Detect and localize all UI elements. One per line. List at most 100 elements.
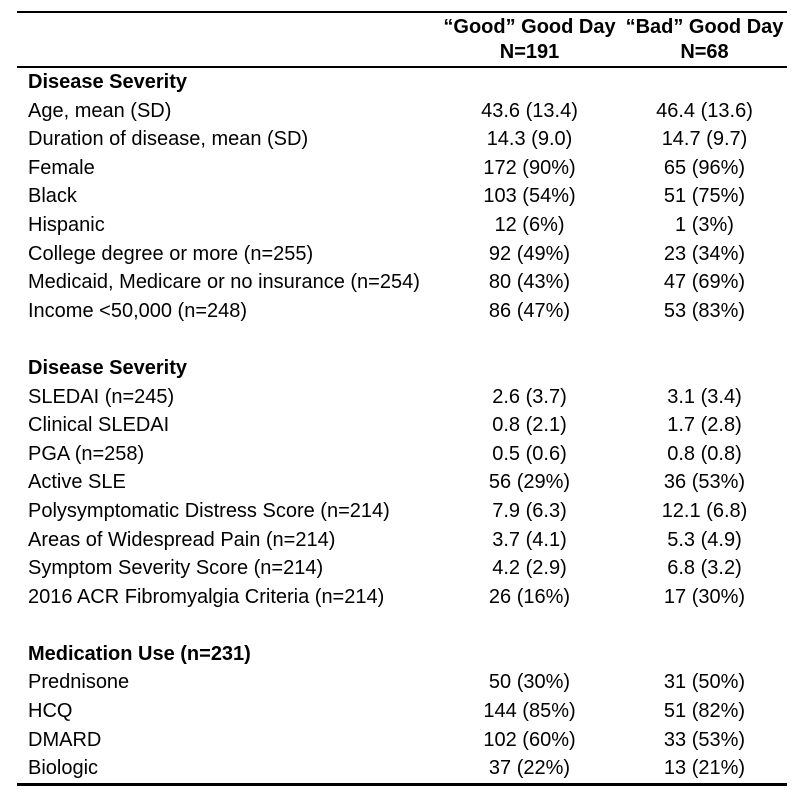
row-label: Hispanic (28, 213, 105, 236)
table-body: Disease Severity Age, mean (SD) 43.6 (13.4… (17, 68, 787, 783)
bad-day-value: 3.1 (3.4) (667, 385, 742, 408)
table-row: Hispanic 12 (6%) 1 (3%) (17, 211, 787, 240)
section-title-row: Disease Severity (17, 68, 787, 97)
good-day-value: 26 (16%) (488, 585, 571, 608)
column-header-good: “Good” Good Day N=191 (437, 15, 622, 65)
row-label: Female (28, 156, 95, 179)
good-day-value: 56 (29%) (488, 471, 571, 494)
section-title-row: Medication Use (n=231) (17, 640, 787, 669)
header-empty-cell (17, 15, 437, 65)
summary-table: “Good” Good Day N=191 “Bad” Good Day N=6… (17, 11, 787, 786)
good-day-value: 0.8 (2.1) (492, 414, 567, 437)
table-row: Duration of disease, mean (SD) 14.3 (9.0)… (17, 125, 787, 154)
bad-day-value: 5.3 (4.9) (667, 528, 742, 551)
section-spacer (17, 611, 787, 640)
empty-cell (622, 68, 787, 97)
row-label: Areas of Widespread Pain (n=214) (28, 528, 336, 551)
bad-day-value: 47 (69%) (663, 271, 746, 294)
column-header-bad-title: “Bad” Good Day (625, 16, 784, 38)
good-day-value: 2.6 (3.7) (492, 385, 567, 408)
good-day-value: 144 (85%) (483, 700, 576, 723)
bad-day-value: 31 (50%) (663, 671, 746, 694)
bad-day-value: 53 (83%) (663, 299, 746, 322)
row-label: DMARD (28, 728, 102, 751)
table-row: Active SLE 56 (29%) 36 (53%) (17, 468, 787, 497)
row-label: Polysymptomatic Distress Score (n=214) (28, 499, 390, 522)
table-row: Biologic 37 (22%) 13 (21%) (17, 754, 787, 783)
table-row: DMARD 102 (60%) 33 (53%) (17, 726, 787, 755)
table-header: “Good” Good Day N=191 “Bad” Good Day N=6… (17, 13, 787, 66)
row-label: Prednisone (28, 671, 130, 694)
good-day-value: 102 (60%) (483, 728, 576, 751)
table-row: Clinical SLEDAI 0.8 (2.1) 1.7 (2.8) (17, 411, 787, 440)
section-title: Medication Use (n=231) (28, 642, 251, 665)
bad-day-value: 13 (21%) (663, 757, 746, 780)
row-label: HCQ (28, 700, 73, 723)
bad-day-value: 23 (34%) (663, 242, 746, 265)
row-label: PGA (n=258) (28, 442, 145, 465)
row-label: Income <50,000 (n=248) (28, 299, 248, 322)
bottom-rule (17, 782, 787, 786)
good-day-value: 86 (47%) (488, 299, 571, 322)
row-label: Age, mean (SD) (28, 99, 172, 122)
bad-day-value: 46.4 (13.6) (656, 99, 753, 122)
good-day-value: 43.6 (13.4) (481, 99, 578, 122)
good-day-value: 4.2 (2.9) (492, 557, 567, 580)
empty-cell (437, 354, 622, 383)
table-row: PGA (n=258) 0.5 (0.6) 0.8 (0.8) (17, 440, 787, 469)
row-label: Biologic (28, 757, 99, 780)
table-row: Prednisone 50 (30%) 31 (50%) (17, 668, 787, 697)
good-day-value: 3.7 (4.1) (492, 528, 567, 551)
column-header-bad: “Bad” Good Day N=68 (622, 15, 787, 65)
row-label: SLEDAI (n=245) (28, 385, 175, 408)
section-spacer (17, 325, 787, 354)
bad-day-value: 51 (75%) (663, 185, 746, 208)
table-row: Symptom Severity Score (n=214) 4.2 (2.9) 6… (17, 554, 787, 583)
row-label: Active SLE (28, 471, 126, 494)
bad-day-value: 1 (3%) (675, 213, 734, 236)
table-row: Medicaid, Medicare or no insurance (n=25… (17, 268, 787, 297)
table-row: Black 103 (54%) 51 (75%) (17, 182, 787, 211)
bad-day-value: 1.7 (2.8) (667, 414, 742, 437)
row-label: Duration of disease, mean (SD) (28, 128, 309, 151)
empty-cell (622, 354, 787, 383)
good-day-value: 14.3 (9.0) (486, 128, 573, 151)
table-row: SLEDAI (n=245) 2.6 (3.7) 3.1 (3.4) (17, 383, 787, 412)
bad-day-value: 65 (96%) (663, 156, 746, 179)
good-day-value: 50 (30%) (488, 671, 571, 694)
empty-cell (437, 640, 622, 669)
row-label: 2016 ACR Fibromyalgia Criteria (n=214) (28, 585, 385, 608)
good-day-value: 7.9 (6.3) (492, 499, 567, 522)
good-day-value: 80 (43%) (488, 271, 571, 294)
empty-cell (437, 68, 622, 97)
header-rule (17, 66, 787, 68)
row-label: Symptom Severity Score (n=214) (28, 557, 324, 580)
table-row: Age, mean (SD) 43.6 (13.4) 46.4 (13.6) (17, 97, 787, 126)
table-row: HCQ 144 (85%) 51 (82%) (17, 697, 787, 726)
section-title: Disease Severity (28, 71, 188, 93)
row-label: Medicaid, Medicare or no insurance (n=25… (28, 271, 420, 294)
table-row: Female 172 (90%) 65 (96%) (17, 154, 787, 183)
column-header-good-title: “Good” Good Day (443, 16, 616, 38)
table-row: Income <50,000 (n=248) 86 (47%) 53 (83%) (17, 297, 787, 326)
bad-day-value: 17 (30%) (663, 585, 746, 608)
bad-day-value: 36 (53%) (663, 471, 746, 494)
bad-day-value: 33 (53%) (663, 728, 746, 751)
bad-day-value: 0.8 (0.8) (667, 442, 742, 465)
column-header-good-n: N=191 (499, 41, 560, 63)
table-row: College degree or more (n=255) 92 (49%) 23… (17, 240, 787, 269)
bad-day-value: 51 (82%) (663, 700, 746, 723)
good-day-value: 92 (49%) (488, 242, 571, 265)
row-label: Clinical SLEDAI (28, 414, 170, 437)
good-day-value: 172 (90%) (483, 156, 576, 179)
good-day-value: 0.5 (0.6) (492, 442, 567, 465)
bad-day-value: 6.8 (3.2) (667, 557, 742, 580)
row-label: Black (28, 185, 77, 208)
table-row: 2016 ACR Fibromyalgia Criteria (n=214) 26… (17, 583, 787, 612)
section-title: Disease Severity (28, 356, 188, 379)
good-day-value: 37 (22%) (488, 757, 571, 780)
top-rule (17, 11, 787, 13)
table-row: Polysymptomatic Distress Score (n=214) 7.… (17, 497, 787, 526)
table-row: Areas of Widespread Pain (n=214) 3.7 (4.1… (17, 526, 787, 555)
empty-cell (622, 640, 787, 669)
